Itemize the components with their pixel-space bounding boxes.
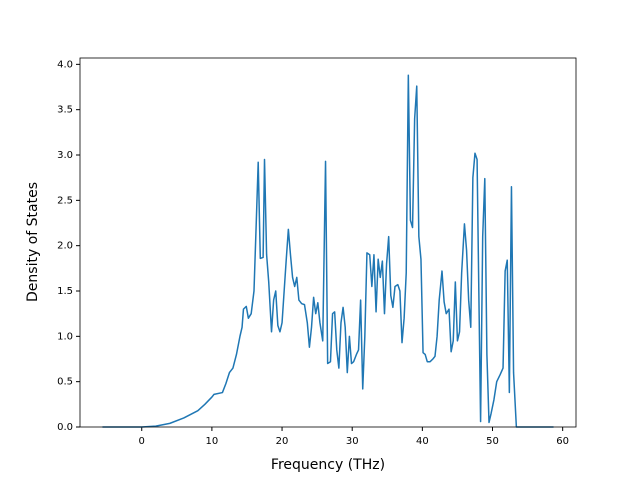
x-tick-label: 30	[346, 436, 359, 447]
y-axis-label: Density of States	[25, 182, 41, 302]
line	[102, 74, 554, 428]
x-axis-label: Frequency (THz)	[271, 457, 385, 473]
x-tick-label: 10	[206, 436, 219, 447]
y-tick-label: 2.0	[57, 241, 73, 252]
y-tick-label: 1.5	[57, 286, 73, 297]
x-tick-label: 50	[486, 436, 499, 447]
x-tick-label: 60	[556, 436, 569, 447]
x-tick-label: 40	[416, 436, 429, 447]
y-tick-label: 3.0	[57, 150, 73, 161]
y-tick-label: 4.0	[57, 59, 73, 70]
y-tick-label: 2.5	[57, 195, 73, 206]
y-tick-label: 0.0	[57, 422, 73, 433]
y-tick-label: 3.5	[57, 105, 73, 116]
x-tick-label: 20	[276, 436, 289, 447]
y-tick-label: 0.5	[57, 377, 73, 388]
x-tick-label: 0	[139, 436, 145, 447]
plot-frame	[79, 57, 577, 428]
y-tick-label: 1.0	[57, 331, 73, 342]
